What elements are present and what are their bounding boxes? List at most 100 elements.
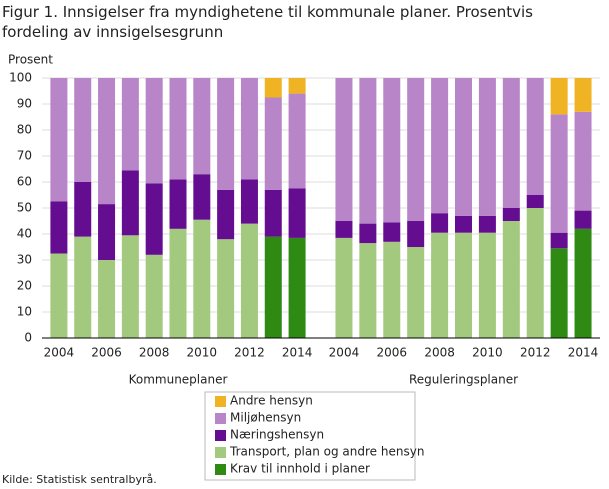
legend-swatch [215,447,226,458]
bar-segment [98,204,116,260]
bar-segment [121,170,139,236]
legend-label: Næringshensyn [230,428,324,442]
bar-segment [431,213,449,233]
bar-segment [335,78,353,221]
bar-segment [431,232,449,338]
y-tick-label: 70 [17,149,32,163]
bar-segment [335,237,353,338]
bar-segment [550,232,568,249]
bar-segment [240,179,258,224]
bar-segment [455,232,472,338]
bar-segment [264,78,282,98]
y-tick-label: 60 [17,175,32,189]
y-tick-label: 80 [17,123,32,137]
chart-title: Figur 1. Innsigelser fra myndighetene ti… [2,3,533,41]
bar-segment [574,228,592,338]
bar-segment [407,221,425,247]
bar-segment [217,78,235,190]
bar-segment [121,235,139,338]
bar-segment [574,78,592,112]
x-tick-label: 2008 [139,346,170,360]
bar-segment [50,201,68,254]
legend-swatch [215,413,226,424]
x-tick-label: 2006 [376,346,407,360]
bar-segment [550,248,568,338]
y-tick-label: 0 [24,331,32,345]
bar-segment [383,78,401,223]
bar-segment [193,174,211,220]
bar-segment [169,228,187,338]
bar-segment [264,189,282,237]
y-axis-label: Prosent [8,53,53,67]
group-label: Kommuneplaner [129,373,228,387]
bar-segment [526,78,544,195]
x-tick-label: 2010 [472,346,503,360]
bar-segment [121,78,139,171]
x-tick-label: 2010 [187,346,218,360]
x-tick-label: 2004 [329,346,360,360]
y-tick-label: 20 [17,279,32,293]
bar-segment [502,78,520,208]
legend-box [204,391,416,481]
bar-segment [383,222,401,242]
bar-segment [74,78,92,182]
bar-segment [50,253,68,338]
bar-segment [335,221,353,238]
source: Kilde: Statistisk sentralbyrå. [2,473,157,486]
bar-segment [383,241,401,338]
bar-segment [359,223,377,244]
bar-segment [526,208,544,338]
bar-segment [478,78,496,216]
bar-segment [50,78,68,202]
bar-segment [550,78,568,115]
bar-segment [407,247,425,338]
legend-label: Andre hensyn [230,394,313,408]
bar-segment [145,78,163,184]
bar-segment [145,183,163,255]
bar-segment [74,236,92,338]
bar-segment [431,78,449,214]
bar-segment [288,78,306,94]
bar-segment [145,254,163,338]
bar-segment [359,78,377,224]
bar-segment [193,78,211,175]
bar-segment [240,223,258,338]
legend-label: Transport, plan og andre hensyn [229,445,424,459]
bar-segment [478,215,496,233]
bar-segment [217,239,235,338]
x-tick-label: 2012 [234,346,265,360]
bar-segment [264,236,282,338]
bar-segment [98,260,116,338]
bar-segment [574,111,592,211]
y-tick-label: 100 [9,71,32,85]
bar-segment [288,237,306,338]
bar-segment [478,232,496,338]
legend-swatch [215,396,226,407]
legend-swatch [215,464,226,475]
bar-segment [502,208,520,221]
x-tick-label: 2014 [568,346,599,360]
y-tick-label: 90 [17,97,32,111]
x-tick-label: 2004 [44,346,75,360]
bar-segment [526,195,544,208]
bar-segment [217,189,235,240]
legend-label: Miljøhensyn [230,411,301,425]
bar-segment [550,114,568,233]
y-tick-label: 50 [17,201,32,215]
bar-segment [455,215,472,233]
bar-segment [407,78,425,221]
x-tick-label: 2006 [91,346,122,360]
y-tick-label: 40 [17,227,32,241]
legend-label: Krav til innhold i planer [230,462,370,476]
bar-segment [288,188,306,238]
group-label: Reguleringsplaner [409,373,518,387]
bar-segment [169,78,187,180]
x-tick-label: 2012 [520,346,551,360]
bar-segment [288,93,306,189]
x-tick-label: 2014 [282,346,313,360]
y-tick-label: 10 [17,305,32,319]
y-tick-label: 30 [17,253,32,267]
bar-segment [74,182,92,237]
